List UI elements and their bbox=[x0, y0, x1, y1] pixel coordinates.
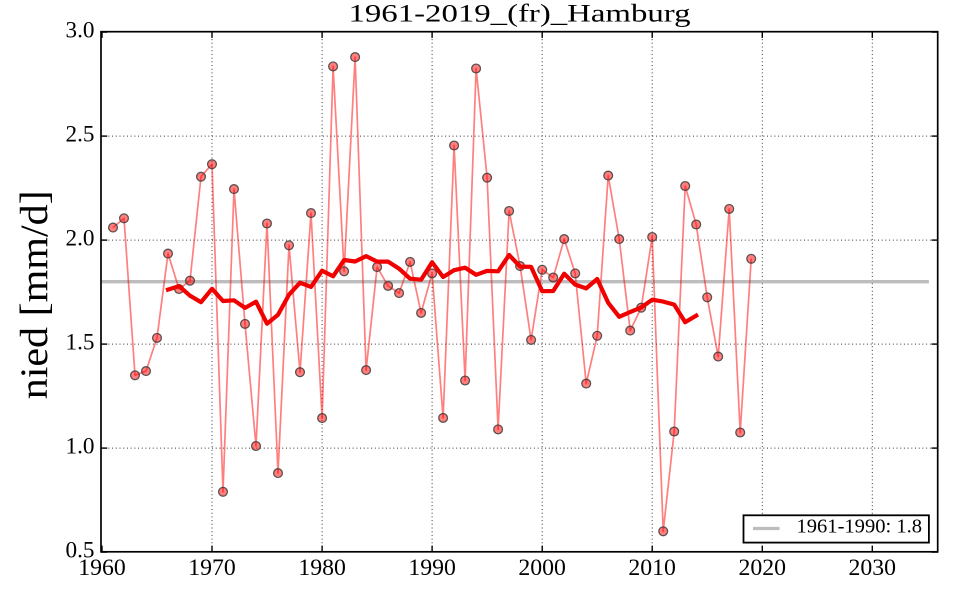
svg-text:1961-2019_(fr)_Hamburg: 1961-2019_(fr)_Hamburg bbox=[349, 0, 691, 28]
svg-text:1990: 1990 bbox=[408, 555, 456, 581]
svg-text:2.0: 2.0 bbox=[66, 226, 95, 252]
svg-text:0.5: 0.5 bbox=[66, 538, 95, 564]
svg-text:1960: 1960 bbox=[78, 555, 126, 581]
svg-text:1.5: 1.5 bbox=[66, 330, 95, 356]
svg-text:3.0: 3.0 bbox=[66, 18, 95, 44]
svg-text:2000: 2000 bbox=[518, 555, 566, 581]
svg-text:1961-1990: 1.8: 1961-1990: 1.8 bbox=[797, 517, 923, 538]
svg-text:2010: 2010 bbox=[628, 555, 676, 581]
svg-text:nied [mm/d]: nied [mm/d] bbox=[13, 190, 56, 399]
svg-text:2020: 2020 bbox=[739, 555, 787, 581]
svg-text:2.5: 2.5 bbox=[66, 122, 95, 148]
svg-text:1980: 1980 bbox=[298, 555, 346, 581]
svg-text:2030: 2030 bbox=[849, 555, 897, 581]
svg-text:1970: 1970 bbox=[188, 555, 236, 581]
svg-text:1.0: 1.0 bbox=[66, 434, 95, 460]
